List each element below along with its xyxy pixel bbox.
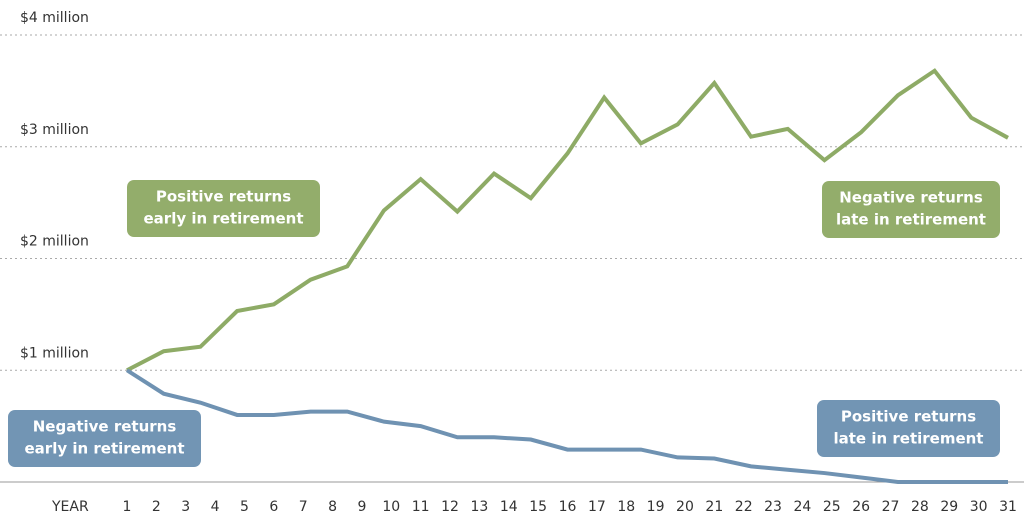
x-tick-label: 9 (357, 499, 366, 515)
annotation-text: Positive returns (156, 188, 291, 206)
annotation-text: Negative returns (33, 418, 177, 436)
series-line (125, 368, 1008, 484)
annotation: Negative returns late in retirement (822, 181, 1000, 238)
annotation-box (822, 181, 1000, 238)
x-tick-label: 3 (181, 499, 190, 515)
y-tick-label: $3 million (20, 122, 89, 138)
x-tick-label: 4 (211, 499, 220, 515)
x-tick-label: 18 (617, 499, 635, 515)
y-tick-label: $1 million (20, 345, 89, 361)
x-tick-label: 25 (823, 499, 841, 515)
annotation: Positive returns early in retirement (127, 180, 320, 237)
x-tick-label: 17 (588, 499, 606, 515)
x-tick-label: 10 (382, 499, 400, 515)
x-tick-label: 13 (470, 499, 488, 515)
annotation-box (8, 410, 201, 467)
annotation-text: early in retirement (25, 440, 185, 458)
x-tick-label: 26 (852, 499, 870, 515)
x-tick-label: 15 (529, 499, 547, 515)
annotation-text: Negative returns (839, 189, 983, 207)
x-tick-label: 28 (911, 499, 929, 515)
x-axis-label: YEAR (51, 499, 89, 515)
x-tick-label: 8 (328, 499, 337, 515)
x-tick-label: 31 (999, 499, 1017, 515)
x-tick-label: 6 (269, 499, 278, 515)
x-tick-label: 5 (240, 499, 249, 515)
x-tick-label: 21 (705, 499, 723, 515)
annotation: Negative returns early in retirement (8, 410, 201, 467)
x-tick-label: 20 (676, 499, 694, 515)
annotation-box (127, 180, 320, 237)
x-tick-label: 2 (152, 499, 161, 515)
annotation-text: early in retirement (144, 210, 304, 228)
x-tick-label: 1 (123, 499, 132, 515)
x-tick-label: 30 (970, 499, 988, 515)
y-tick-label: $4 million (20, 10, 89, 26)
annotation: Positive returns late in retirement (817, 400, 1000, 457)
x-tick-label: 14 (500, 499, 518, 515)
x-tick-label: 16 (559, 499, 577, 515)
x-tick-label: 7 (299, 499, 308, 515)
annotation-text: late in retirement (836, 211, 986, 229)
x-tick-label: 27 (882, 499, 900, 515)
x-tick-label: 29 (940, 499, 958, 515)
x-tick-label: 12 (441, 499, 459, 515)
annotation-box (817, 400, 1000, 457)
x-tick-label: 24 (794, 499, 812, 515)
x-tick-label: 19 (647, 499, 665, 515)
y-tick-label: $2 million (20, 234, 89, 250)
annotation-text: Positive returns (841, 408, 976, 426)
annotation-text: late in retirement (834, 430, 984, 448)
x-tick-label: 11 (412, 499, 430, 515)
x-tick-label: 23 (764, 499, 782, 515)
series-line (126, 68, 1009, 373)
x-tick-label: 22 (735, 499, 753, 515)
